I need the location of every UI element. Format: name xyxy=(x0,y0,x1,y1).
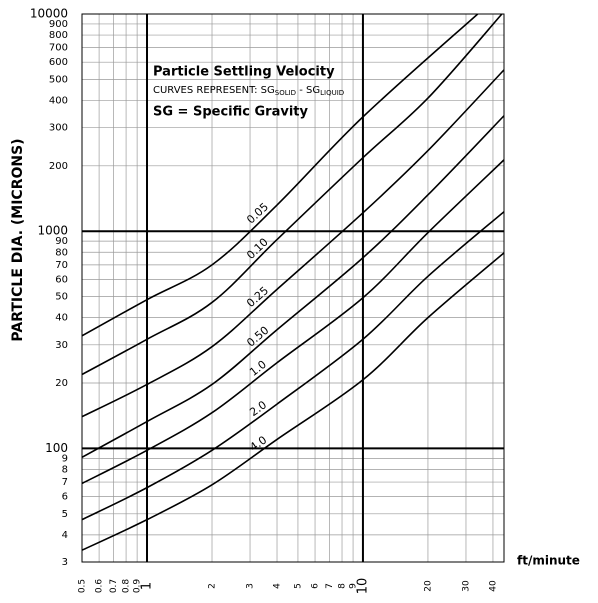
x-tick-label: 0.8 xyxy=(122,579,132,594)
y-tick-label: 4 xyxy=(62,530,68,541)
plot-frame xyxy=(81,13,505,563)
y-tick-label: 80 xyxy=(55,247,68,258)
x-tick-label: 40 xyxy=(488,580,498,592)
subtitle-part: - SG xyxy=(296,85,320,96)
subtitle-subscript: SOLID xyxy=(275,89,296,97)
y-tick-label: 400 xyxy=(49,95,68,106)
y-tick-label: 70 xyxy=(55,260,68,271)
y-tick-label: 10000 xyxy=(30,7,68,21)
y-tick-label: 600 xyxy=(49,57,68,68)
curve xyxy=(82,252,504,551)
x-tick-label: 10 xyxy=(355,578,370,595)
x-tick-label: 0.9 xyxy=(133,579,143,594)
y-tick-label: 30 xyxy=(55,340,68,351)
x-tick-label: 8 xyxy=(338,583,348,589)
x-tick-label: 20 xyxy=(423,580,433,592)
y-tick-label: 500 xyxy=(49,74,68,85)
curves xyxy=(82,14,504,551)
y-tick-label: 700 xyxy=(49,43,68,54)
y-tick-label: 200 xyxy=(49,161,68,172)
x-tick-label: 0.7 xyxy=(109,579,119,593)
x-tick-label: 9 xyxy=(349,583,359,589)
x-tick-label: 30 xyxy=(461,580,471,592)
y-tick-label: 3 xyxy=(62,557,68,568)
y-tick-label: 5 xyxy=(62,509,68,520)
annotation: SG = Specific Gravity xyxy=(153,105,308,120)
curve xyxy=(82,115,504,459)
y-tick-label: 90 xyxy=(55,236,68,247)
subtitle-subscript: LIQUID xyxy=(320,89,344,97)
grid xyxy=(81,13,504,563)
y-tick-label: 9 xyxy=(62,453,68,464)
x-tick-label: 3 xyxy=(246,583,256,589)
x-tick-label: 0.5 xyxy=(78,579,88,593)
x-axis-label: ft/minute xyxy=(517,554,580,568)
curve xyxy=(82,14,503,376)
x-tick-label: 0.6 xyxy=(95,579,105,594)
y-tick-label: 7 xyxy=(62,477,68,488)
y-tick-label: 900 xyxy=(49,19,68,30)
curve xyxy=(82,159,504,485)
y-tick-label: 6 xyxy=(62,492,68,503)
y-tick-label: 50 xyxy=(55,292,68,303)
curve xyxy=(82,69,504,418)
y-tick-label: 800 xyxy=(49,30,68,41)
y-tick-label: 20 xyxy=(55,378,68,389)
y-tick-label: 8 xyxy=(62,464,68,475)
curve xyxy=(82,211,504,521)
y-tick-label: 40 xyxy=(55,313,68,324)
x-tick-label: 7 xyxy=(325,583,335,589)
x-tick-label: 6 xyxy=(311,583,321,589)
y-tick-label: 60 xyxy=(55,274,68,285)
y-axis-label: PARTICLE DIA. (MICRONS) xyxy=(10,138,26,341)
subtitle-part: CURVES REPRESENT: SG xyxy=(153,85,275,96)
x-tick-label: 2 xyxy=(208,583,218,589)
curve xyxy=(82,14,479,337)
chart-subtitle: CURVES REPRESENT: SGSOLID - SGLIQUID xyxy=(153,85,344,97)
x-tick-label: 1 xyxy=(140,582,155,590)
x-tick-label: 5 xyxy=(293,583,303,589)
y-tick-label: 1000 xyxy=(37,224,68,238)
y-tick-label: 100 xyxy=(45,441,68,455)
x-tick-label: 4 xyxy=(273,583,283,589)
chart-title: Particle Settling Velocity xyxy=(153,65,335,80)
y-tick-label: 300 xyxy=(49,123,68,134)
